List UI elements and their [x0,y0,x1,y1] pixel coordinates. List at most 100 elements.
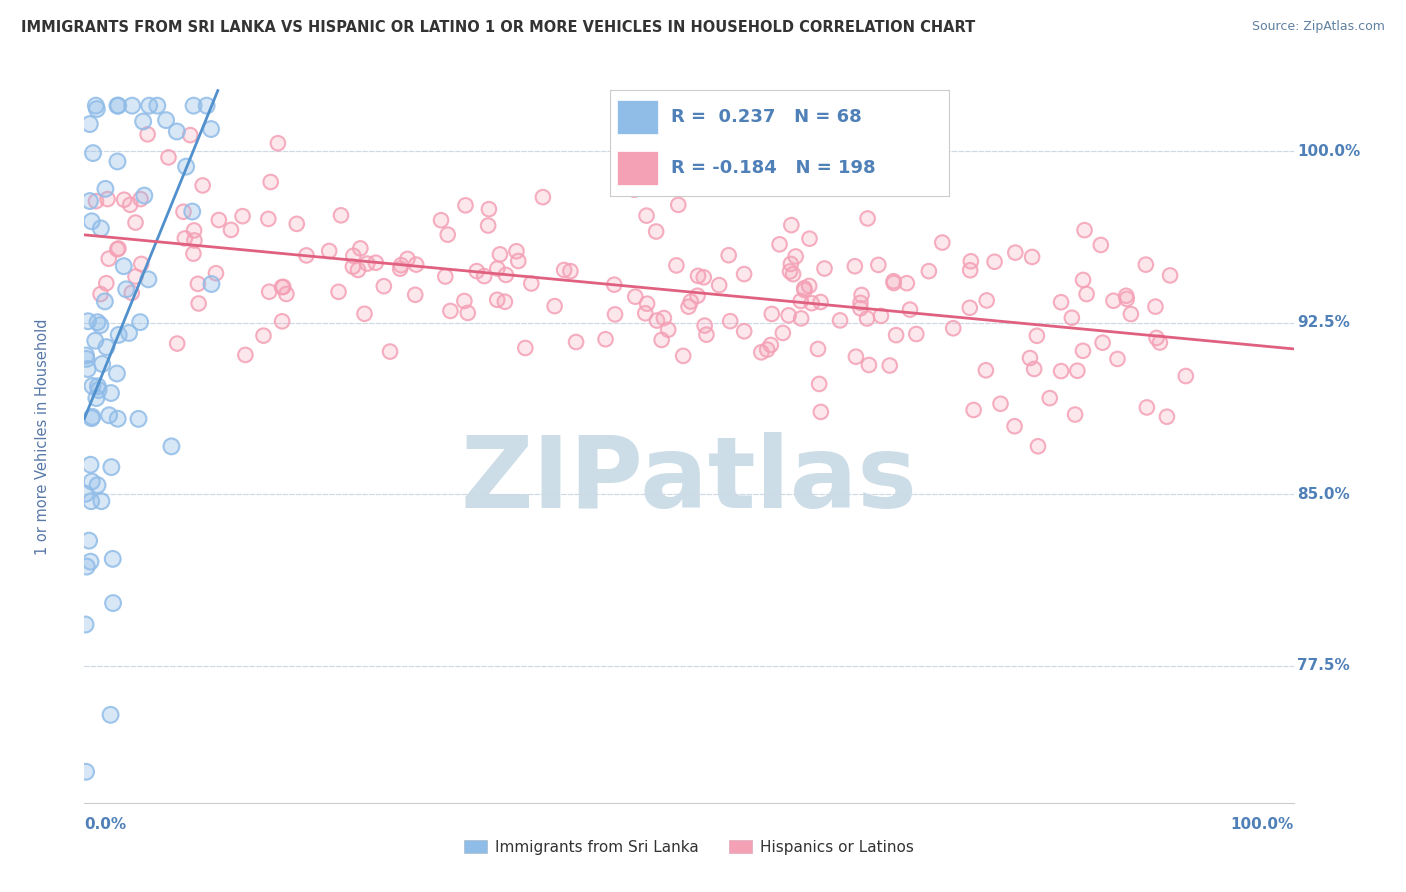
Point [232,209,254,223]
Point [709,278,731,293]
Point [86,315,108,329]
Point [183,223,205,237]
Point [80,494,103,508]
Point [799,232,821,246]
Point [884,328,907,343]
Point [896,276,918,290]
Point [273,280,295,294]
Point [983,254,1005,268]
Point [1073,223,1095,237]
Point [118,326,141,340]
Point [779,264,801,278]
Point [849,301,872,316]
Point [82,379,104,393]
Point [849,301,872,316]
Point [405,258,427,272]
Point [898,302,921,317]
Point [636,296,658,310]
Point [166,124,188,138]
Point [79,117,101,131]
Point [543,299,565,313]
Point [96,340,118,354]
Point [780,218,803,232]
Point [205,266,228,280]
Point [183,246,205,260]
Point [603,277,626,292]
Point [810,295,832,310]
Point [75,348,97,362]
Point [761,307,783,321]
Point [710,180,733,194]
Point [974,363,997,377]
Point [1144,300,1167,314]
Point [138,98,160,112]
Point [808,376,831,391]
Point [86,478,108,492]
Point [686,268,709,283]
Point [672,349,695,363]
Point [174,160,197,174]
Point [129,192,152,206]
Point [962,403,984,417]
Point [439,304,461,318]
Point [80,214,103,228]
Point [793,281,815,295]
Point [472,269,495,284]
Point [666,198,689,212]
Point [430,213,453,227]
Point [1091,335,1114,350]
Point [77,533,100,548]
Point [693,270,716,285]
Point [454,198,477,212]
Point [799,232,821,246]
Point [905,326,928,341]
Point [634,306,657,320]
Point [127,412,149,426]
Point [1019,351,1042,365]
Text: IMMIGRANTS FROM SRI LANKA VS HISPANIC OR LATINO 1 OR MORE VEHICLES IN HOUSEHOLD : IMMIGRANTS FROM SRI LANKA VS HISPANIC OR… [21,20,976,35]
Point [1174,369,1197,384]
Point [693,318,716,333]
Point [508,254,530,268]
Point [107,411,129,425]
Point [756,343,779,357]
Point [349,241,371,255]
Point [146,98,169,112]
Point [173,204,195,219]
Point [107,98,129,112]
Point [356,256,378,270]
Point [75,487,97,501]
Point [378,344,401,359]
Point [1024,362,1046,376]
Point [495,268,517,282]
Point [520,277,543,291]
Point [778,309,800,323]
Point [183,98,205,112]
Point [515,341,537,355]
Point [107,242,129,256]
Point [883,274,905,288]
Point [364,256,387,270]
Point [187,277,209,291]
Point [790,311,813,326]
Point [80,475,103,489]
Point [157,150,180,164]
Point [1135,258,1157,272]
Point [772,326,794,340]
Point [931,235,953,250]
Point [318,244,340,258]
Point [342,249,364,263]
Point [828,313,851,327]
Point [1021,250,1043,264]
Legend: Immigrants from Sri Lanka, Hispanics or Latinos: Immigrants from Sri Lanka, Hispanics or … [458,834,920,861]
Point [79,117,101,131]
Point [107,98,129,112]
Point [389,261,412,276]
Point [686,268,709,283]
Point [124,215,146,229]
Point [454,198,477,212]
Point [797,279,820,293]
Point [1091,335,1114,350]
Point [79,555,101,569]
Point [785,250,807,264]
